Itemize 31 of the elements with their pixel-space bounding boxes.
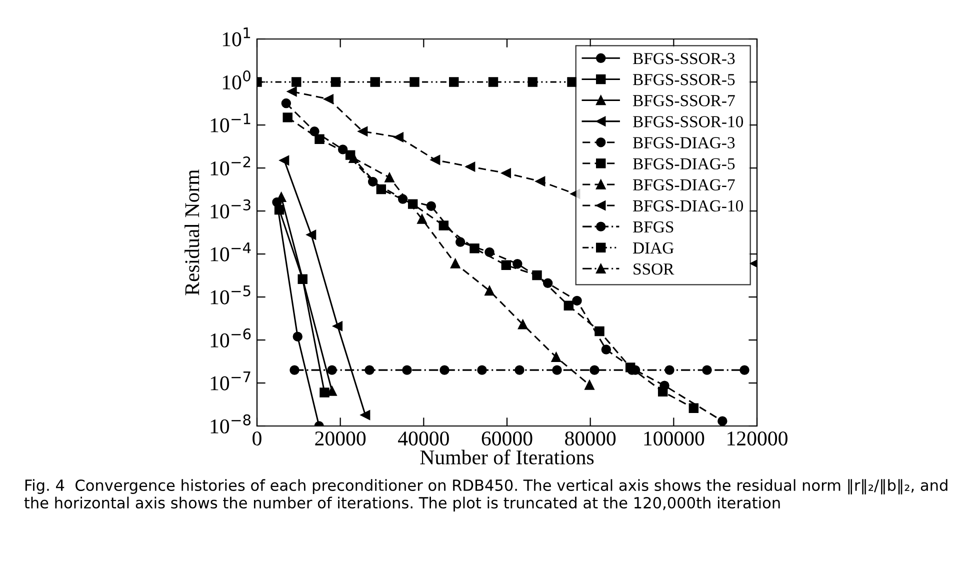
- y-tick-label: 10$^{−8}$: [210, 414, 251, 434]
- legend-label: SSOR: [634, 263, 674, 275]
- legend-label: BFGS-DIAG-7: [633, 179, 735, 190]
- y-tick-label: 10$^{−2}$: [210, 156, 250, 176]
- x-tick-label: 100000: [644, 431, 704, 446]
- x-axis-title: Number of Iterations: [420, 450, 594, 464]
- y-tick-label: 10$^{−4}$: [210, 242, 251, 262]
- legend-label: BFGS: [633, 221, 674, 233]
- y-tick-label: 10$^{−6}$: [210, 328, 251, 348]
- y-tick-label: 10$^{−7}$: [210, 372, 250, 390]
- y-tick-label: 10$^{−1}$: [210, 114, 250, 132]
- legend-label: BFGS-SSOR-10: [633, 116, 744, 128]
- legend-label: BFGS-DIAG-5: [633, 158, 735, 170]
- x-tick-label: 40000: [398, 431, 449, 446]
- legend-label: DIAG: [633, 242, 674, 254]
- legend-label: BFGS-DIAG-10: [633, 200, 743, 212]
- y-tick-label: 10$^{−3}$: [210, 199, 250, 218]
- legend-label: BFGS-DIAG-3: [633, 137, 735, 148]
- legend-label: BFGS-SSOR-3: [633, 52, 735, 64]
- caption: Fig. 4 Convergence histories of each preconditioner on RDB450. The vertical axis shows the residual norm ‖r‖₂/‖b‖₂, and the horizontal axis shows the number of iterations. The plot is truncated at the 120,000th iteration: [24, 479, 948, 512]
- legend-label: BFGS-SSOR-5: [633, 74, 735, 86]
- x-tick-label: 120000: [728, 431, 788, 446]
- y-tick-label: 10$^{−5}$: [210, 286, 250, 304]
- x-tick-label: 80000: [565, 431, 616, 446]
- x-tick-label: 20000: [315, 431, 366, 446]
- x-tick-label: 0: [252, 431, 262, 446]
- legend-label: BFGS-SSOR-7: [633, 95, 735, 106]
- y-tick-label: 10$^{0}$: [222, 70, 250, 90]
- y-tick-label: 10$^{1}$: [222, 28, 250, 46]
- y-axis-title: Residual Norm: [184, 169, 200, 296]
- x-tick-label: 60000: [482, 431, 532, 446]
